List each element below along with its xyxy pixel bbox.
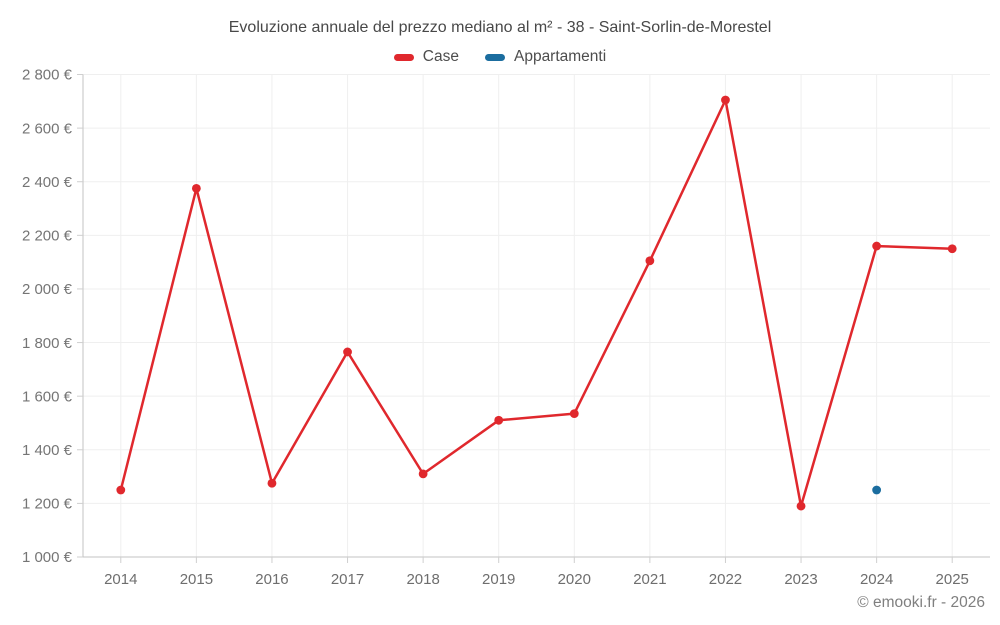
x-tick-label: 2023 <box>784 571 817 588</box>
data-point-case-2018[interactable] <box>418 469 428 479</box>
legend-item-case[interactable]: Case <box>393 48 459 66</box>
chart-legend: Case Appartamenti <box>0 46 1000 68</box>
data-point-case-2019[interactable] <box>494 415 504 425</box>
legend-label-case: Case <box>422 48 459 65</box>
y-tick-label: 1 200 € <box>22 496 73 513</box>
data-point-appartamenti-2024[interactable] <box>872 485 882 495</box>
x-tick-label: 2025 <box>936 571 969 588</box>
y-tick-label: 2 400 € <box>22 174 73 191</box>
data-point-case-2023[interactable] <box>796 501 806 511</box>
x-tick-label: 2016 <box>255 571 288 588</box>
data-point-case-2025[interactable] <box>947 244 957 254</box>
legend-label-appartamenti: Appartamenti <box>513 48 607 65</box>
data-point-case-2015[interactable] <box>191 184 201 193</box>
x-tick-label: 2019 <box>482 571 515 588</box>
chart-title: Evoluzione annuale del prezzo mediano al… <box>228 19 772 36</box>
x-tick-label: 2018 <box>406 571 439 588</box>
data-point-case-2022[interactable] <box>721 95 730 105</box>
data-point-case-2014[interactable] <box>116 485 126 495</box>
x-tick-label: 2015 <box>180 571 213 588</box>
y-tick-label: 2 800 € <box>22 67 73 84</box>
y-tick-label: 2 200 € <box>22 228 73 245</box>
appartamenti-legend-swatch-icon <box>484 53 505 61</box>
data-point-case-2017[interactable] <box>343 347 352 357</box>
x-tick-label: 2017 <box>331 571 364 588</box>
y-tick-label: 1 000 € <box>22 549 73 566</box>
y-tick-label: 1 400 € <box>22 442 73 459</box>
x-tick-label: 2021 <box>633 571 666 588</box>
y-tick-label: 1 800 € <box>22 335 73 352</box>
series-line-case <box>119 98 954 508</box>
data-point-case-2024[interactable] <box>872 241 882 251</box>
data-point-case-2016[interactable] <box>267 478 277 488</box>
x-tick-label: 2020 <box>558 571 591 588</box>
y-tick-label: 2 000 € <box>22 281 73 298</box>
data-point-case-2021[interactable] <box>645 256 655 266</box>
y-tick-label: 2 600 € <box>22 120 73 137</box>
data-point-case-2020[interactable] <box>569 409 579 418</box>
y-tick-label: 1 600 € <box>22 388 73 405</box>
legend-item-appartamenti[interactable]: Appartamenti <box>484 48 607 66</box>
case-legend-swatch-icon <box>393 53 414 61</box>
x-tick-label: 2024 <box>860 571 893 588</box>
copyright-text: © emooki.fr - 2026 <box>857 594 985 611</box>
x-tick-label: 2022 <box>709 571 742 588</box>
x-tick-label: 2014 <box>104 571 137 588</box>
